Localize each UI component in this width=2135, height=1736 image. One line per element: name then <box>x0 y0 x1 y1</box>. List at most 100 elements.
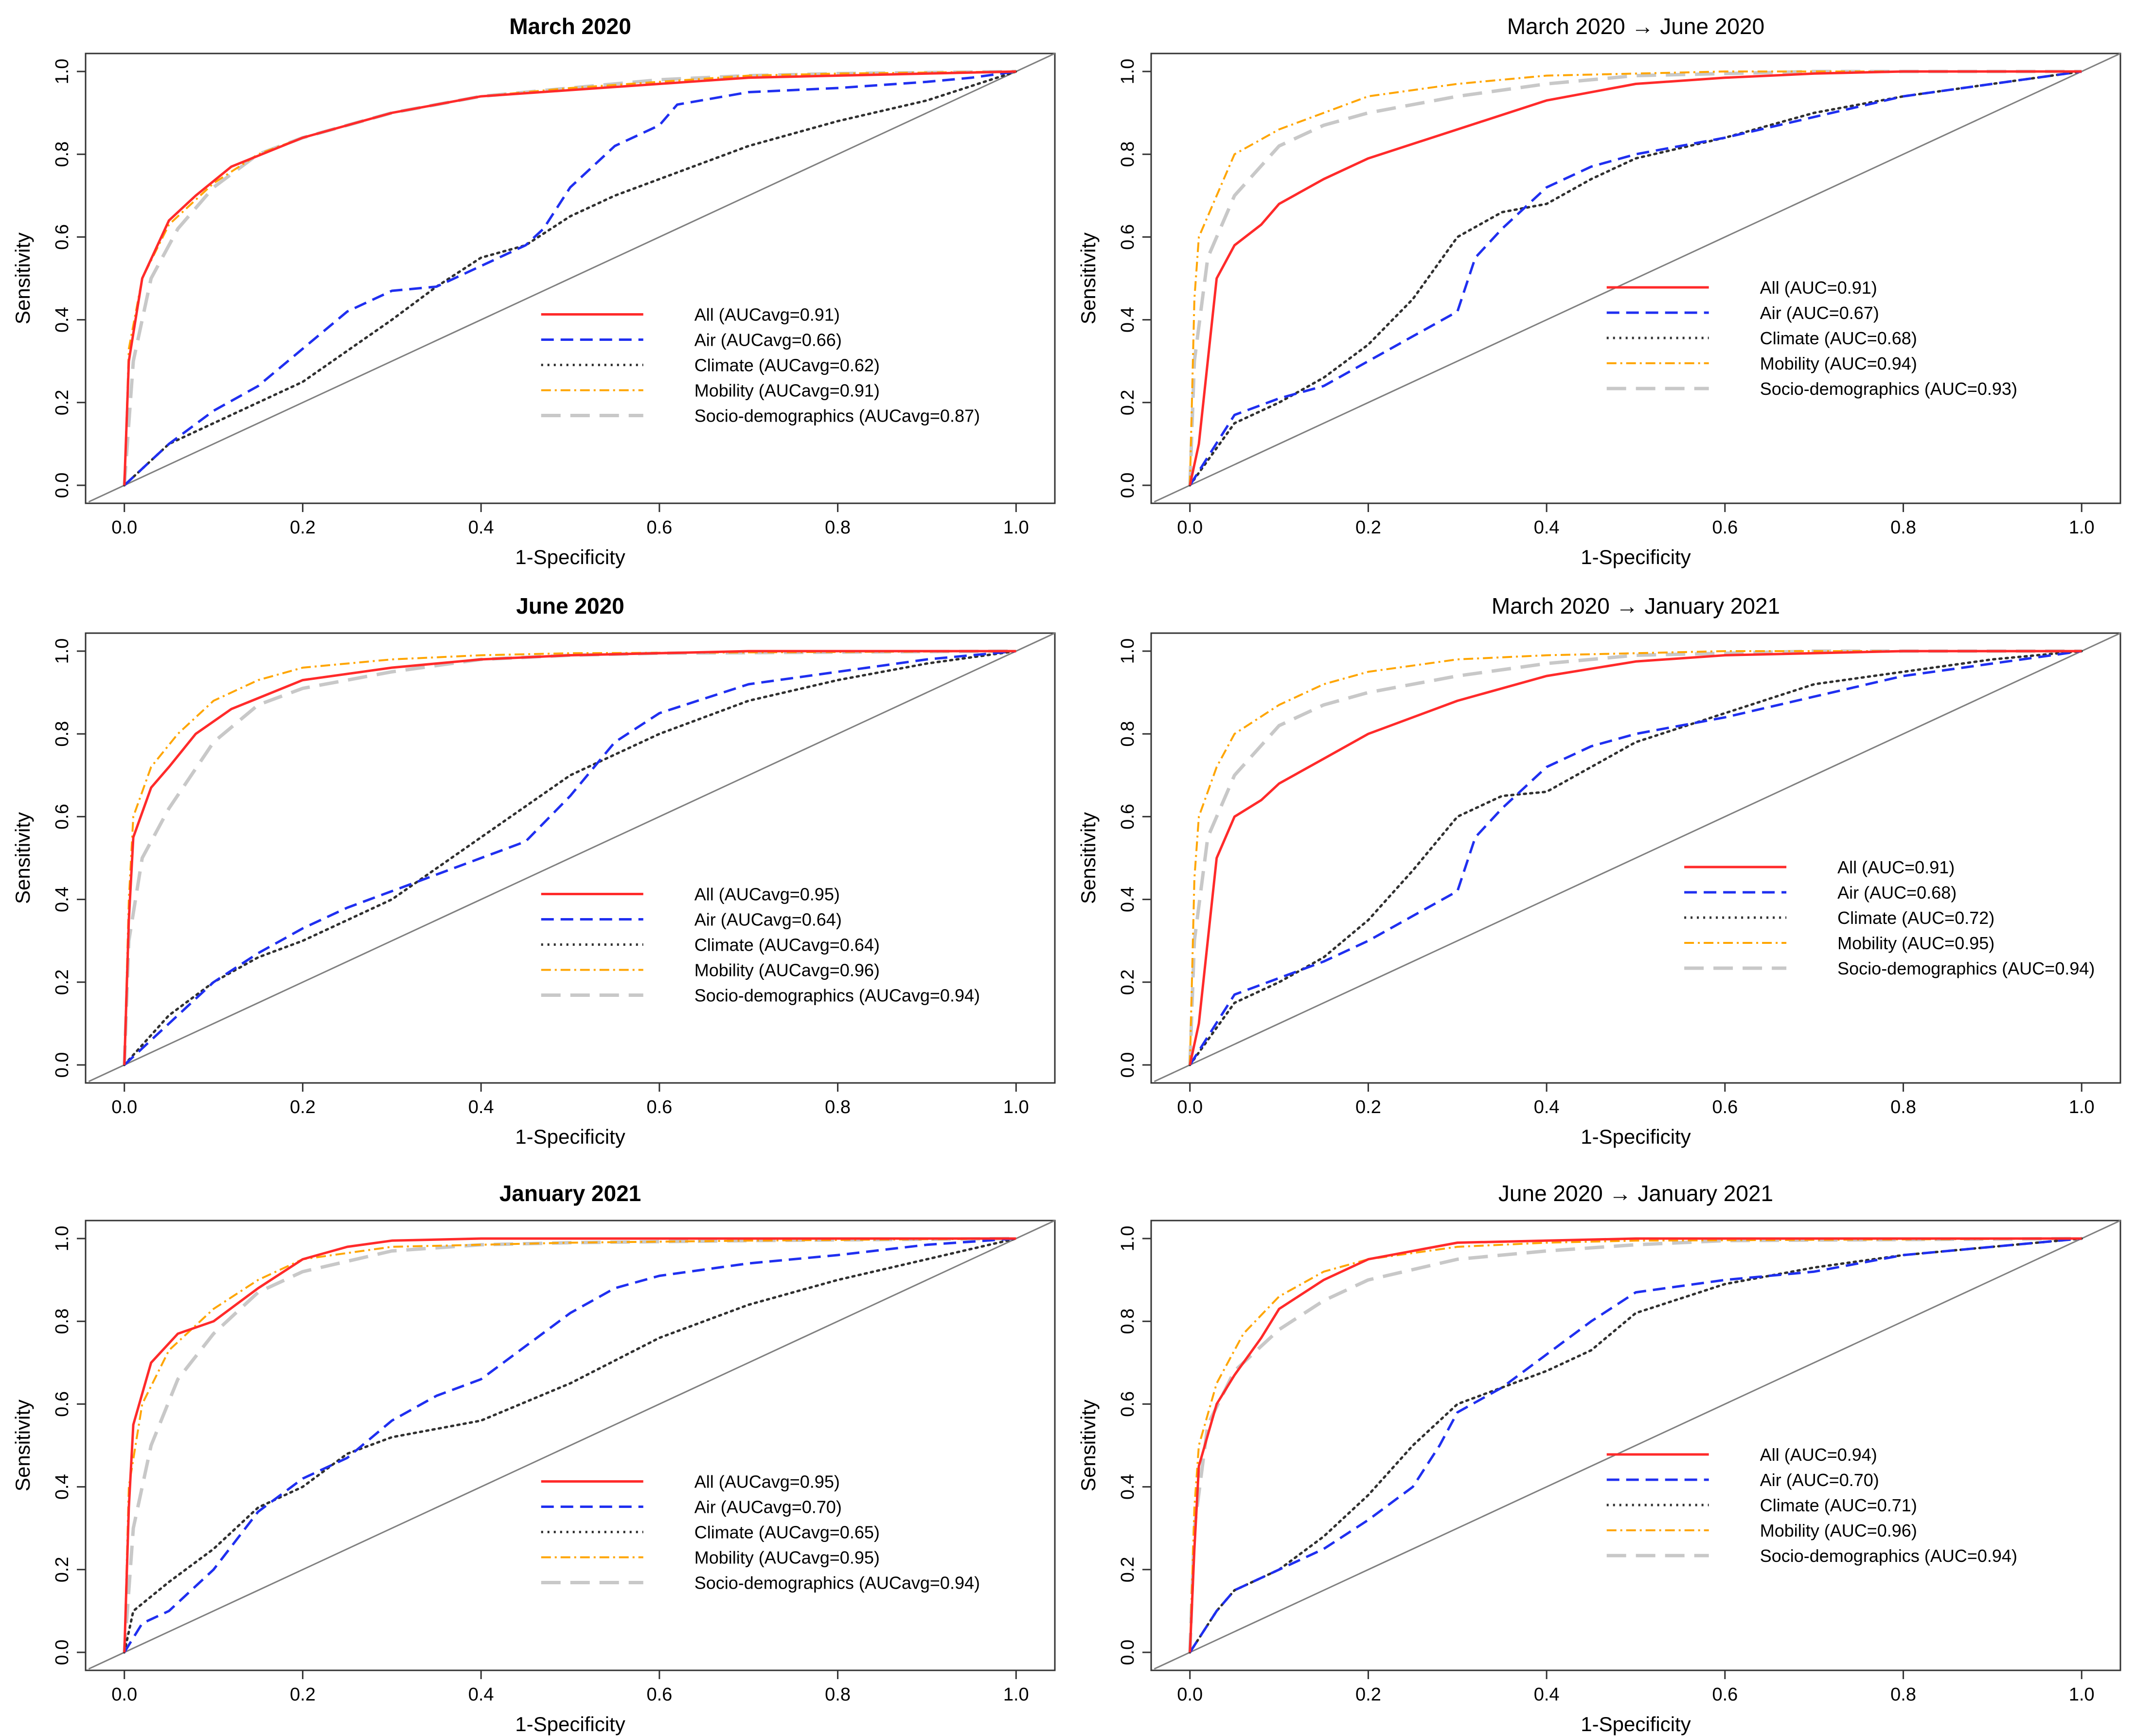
y-tick-label: 0.4 <box>1118 1474 1138 1500</box>
y-tick-label: 0.0 <box>52 1052 72 1078</box>
x-tick-label: 0.2 <box>290 1097 316 1117</box>
y-tick-label: 0.8 <box>52 1309 72 1334</box>
y-tick-label: 0.4 <box>52 886 72 912</box>
y-tick-label: 0.2 <box>52 390 72 415</box>
roc-curve-climate <box>123 70 1017 487</box>
roc-panel-1: March 2020 0.0 0.2 0.4 0.6 0.8 1.0 0.0 0.2 0.4 0.6… <box>11 14 1056 568</box>
roc-curve-air <box>123 70 1016 486</box>
roc-curve-air <box>123 650 1016 1066</box>
y-tick-label: 0.2 <box>52 1557 72 1582</box>
legend-label-air: Air (AUC=0.68) <box>1837 883 1957 903</box>
y-tick-label: 0.0 <box>1118 1052 1138 1078</box>
legend-label-all: All (AUCavg=0.95) <box>694 1472 840 1492</box>
legend-label-air: Air (AUC=0.67) <box>1760 303 1879 323</box>
y-tick-label: 0.8 <box>1118 142 1138 167</box>
x-tick-label: 0.4 <box>468 517 494 538</box>
roc-curve-mobility <box>1189 71 2082 486</box>
legend: All (AUC=0.91) Air (AUC=0.68) Climate (AUC… <box>1684 857 2095 978</box>
reference-diagonal <box>1154 1220 2121 1670</box>
roc-curve-mobility <box>1189 1238 2082 1653</box>
legend-label-mobility: Mobility (AUCavg=0.91) <box>694 381 880 401</box>
x-tick-label: 0.6 <box>1712 1684 1738 1705</box>
legend: All (AUCavg=0.95) Air (AUCavg=0.64) Climat… <box>541 885 980 1006</box>
x-tick-label: 0.2 <box>1355 1684 1381 1705</box>
legend: All (AUC=0.94) Air (AUC=0.70) Climate (AUC… <box>1606 1445 2017 1566</box>
roc-curve-climate <box>123 1237 1017 1654</box>
x-tick-label: 0.8 <box>825 517 851 538</box>
x-tick-label: 1.0 <box>2069 1684 2095 1705</box>
legend-label-mobility: Mobility (AUCavg=0.95) <box>694 1548 880 1568</box>
y-tick-label: 0.6 <box>52 804 72 830</box>
roc-curve-climate <box>1189 650 2083 1066</box>
chart-title: January 2021 <box>499 1181 641 1206</box>
x-tick-label: 0.8 <box>1890 517 1916 538</box>
x-tick-label: 1.0 <box>2069 517 2095 538</box>
y-axis-label: Sensitivity <box>11 232 34 324</box>
y-axis-label: Sensitivity <box>11 812 34 904</box>
y-tick-label: 0.6 <box>52 224 72 250</box>
roc-curve-socio <box>123 1237 1016 1653</box>
x-axis-label: 1-Specificity <box>1581 1125 1690 1148</box>
legend-label-climate: Climate (AUCavg=0.64) <box>694 935 880 955</box>
roc-curve-mobility <box>1189 650 2082 1065</box>
roc-panel-5: January 2021 0.0 0.2 0.4 0.6 0.8 1.0 0.0 0.2 0.4 0… <box>11 1181 1056 1736</box>
legend-label-climate: Climate (AUC=0.72) <box>1837 908 1994 928</box>
x-tick-label: 0.0 <box>1177 1097 1203 1117</box>
legend-label-climate: Climate (AUCavg=0.62) <box>694 355 880 375</box>
x-tick-label: 0.2 <box>1355 1097 1381 1117</box>
roc-curve-air <box>1189 650 2082 1066</box>
x-tick-label: 0.6 <box>1712 517 1738 538</box>
y-tick-label: 1.0 <box>52 1226 72 1252</box>
legend-label-all: All (AUC=0.94) <box>1760 1445 1877 1465</box>
reference-diagonal <box>88 53 1055 503</box>
legend: All (AUCavg=0.95) Air (AUCavg=0.70) Climat… <box>541 1472 980 1593</box>
y-tick-label: 0.2 <box>1118 390 1138 415</box>
roc-curve-all <box>1189 650 2082 1065</box>
legend-label-socio: Socio-demographics (AUCavg=0.94) <box>694 986 980 1006</box>
x-axis-label: 1-Specificity <box>1581 546 1690 568</box>
y-tick-label: 0.4 <box>1118 307 1138 333</box>
x-tick-label: 0.2 <box>290 1684 316 1705</box>
legend: All (AUC=0.91) Air (AUC=0.67) Climate (AUC… <box>1606 278 2017 399</box>
x-tick-label: 0.0 <box>111 517 137 538</box>
y-tick-label: 1.0 <box>1118 1226 1138 1252</box>
y-tick-label: 0.6 <box>1118 804 1138 830</box>
plot-frame <box>85 1220 1056 1671</box>
roc-curve-all <box>123 70 1016 486</box>
y-tick-label: 0.6 <box>52 1391 72 1417</box>
chart-title: June 2020 <box>516 593 624 619</box>
y-axis-label: Sensitivity <box>1077 1399 1100 1491</box>
reference-diagonal <box>1154 632 2121 1082</box>
y-tick-label: 0.4 <box>52 1474 72 1500</box>
y-tick-label: 0.8 <box>1118 721 1138 747</box>
reference-diagonal <box>88 632 1055 1082</box>
y-tick-label: 0.2 <box>52 969 72 995</box>
x-tick-label: 0.4 <box>1534 1684 1560 1705</box>
chart-title: March 2020 <box>509 14 631 39</box>
y-tick-label: 0.8 <box>52 721 72 747</box>
y-tick-label: 0.0 <box>1118 1640 1138 1665</box>
roc-curve-socio <box>1188 70 2082 486</box>
legend-label-mobility: Mobility (AUC=0.95) <box>1837 933 1994 953</box>
x-tick-label: 0.4 <box>1534 1097 1560 1117</box>
roc-curve-all <box>123 1237 1016 1653</box>
reference-diagonal <box>1154 53 2121 503</box>
x-tick-label: 1.0 <box>1003 517 1029 538</box>
x-tick-label: 0.0 <box>1177 1684 1203 1705</box>
legend-label-mobility: Mobility (AUCavg=0.96) <box>694 960 880 980</box>
y-tick-label: 0.2 <box>1118 1557 1138 1582</box>
roc-curve-all <box>123 650 1016 1065</box>
legend-label-socio: Socio-demographics (AUC=0.94) <box>1837 958 2095 978</box>
x-tick-label: 0.6 <box>646 1684 672 1705</box>
x-tick-label: 0.0 <box>111 1684 137 1705</box>
legend-label-socio: Socio-demographics (AUC=0.94) <box>1760 1546 2017 1566</box>
plot-frame <box>85 632 1056 1084</box>
y-tick-label: 0.2 <box>1118 969 1138 995</box>
x-tick-label: 0.4 <box>468 1097 494 1117</box>
legend-label-air: Air (AUCavg=0.64) <box>694 910 842 930</box>
legend-label-all: All (AUC=0.91) <box>1837 857 1955 877</box>
x-tick-label: 0.8 <box>1890 1097 1916 1117</box>
x-tick-label: 1.0 <box>1003 1097 1029 1117</box>
y-tick-label: 1.0 <box>1118 638 1138 664</box>
y-tick-label: 0.0 <box>1118 473 1138 498</box>
